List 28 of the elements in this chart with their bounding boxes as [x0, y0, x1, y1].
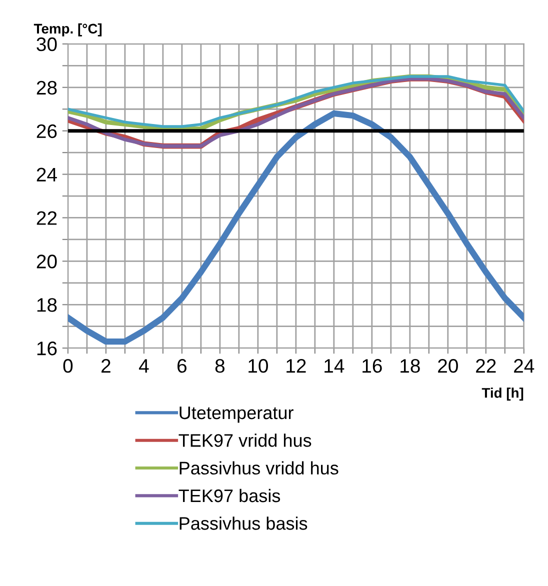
x-tick-label: 18	[400, 359, 420, 373]
y-tick-label: 16	[37, 342, 57, 356]
x-tick-label: 2	[102, 359, 110, 373]
x-tick-label: 12	[286, 359, 306, 373]
x-tick-label: 8	[215, 359, 224, 373]
y-tick-label: 24	[36, 168, 57, 182]
y-tick-label: 26	[36, 124, 57, 138]
x-axis-title: Tid [h]	[482, 388, 524, 401]
y-tick-label: 20	[36, 254, 57, 268]
x-tick-label: 20	[438, 359, 458, 373]
legend-label: TEK97 vridd hus	[178, 434, 312, 447]
x-tick-label: 6	[178, 359, 186, 373]
x-tick-label: 22	[476, 359, 496, 373]
x-tick-label: 14	[324, 359, 344, 373]
y-tick-label: 18	[37, 298, 57, 312]
y-axis-title: Temp. [°C]	[34, 23, 102, 36]
x-tick-label: 0	[63, 359, 73, 373]
x-tick-label: 16	[362, 359, 382, 373]
y-tick-label: 28	[36, 80, 57, 95]
x-tick-label: 10	[248, 359, 268, 373]
y-tick-label: 30	[36, 37, 57, 52]
y-tick-label: 22	[36, 211, 57, 225]
legend-label: Passivhus vridd hus	[180, 461, 338, 475]
x-tick-label: 4	[138, 359, 149, 373]
legend-label: Passivhus basis	[180, 516, 308, 530]
legend-label: TEK97 basis	[178, 488, 280, 502]
legend-label: Utetemperatur	[180, 406, 294, 423]
x-tick-label: 24	[514, 359, 534, 373]
